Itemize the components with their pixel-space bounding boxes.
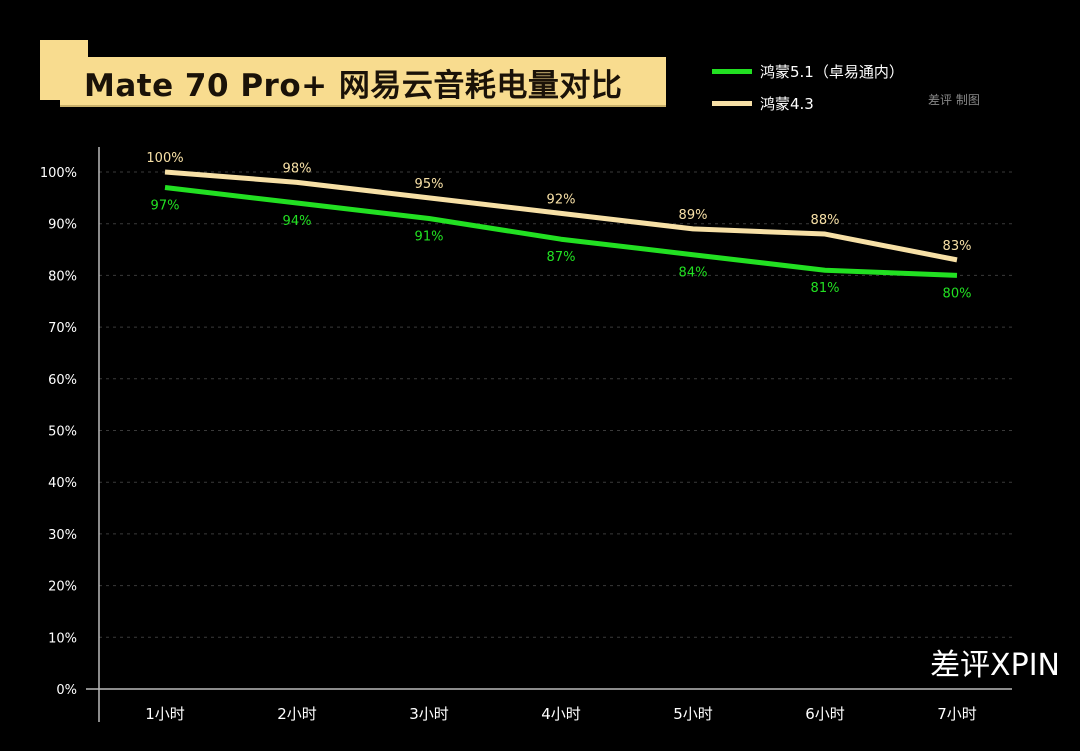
legend-swatch bbox=[712, 100, 752, 106]
y-tick-label: 0% bbox=[56, 683, 77, 698]
data-label: 88% bbox=[811, 213, 840, 228]
data-label: 87% bbox=[547, 250, 576, 265]
legend-label: 鸿蒙4.3 bbox=[760, 94, 814, 113]
y-tick-label: 10% bbox=[48, 631, 77, 646]
x-tick-label: 5小时 bbox=[673, 705, 713, 723]
y-tick-label: 60% bbox=[48, 373, 77, 388]
x-tick-label: 3小时 bbox=[409, 705, 449, 723]
data-label: 83% bbox=[943, 239, 972, 254]
watermark: 差评XPIN bbox=[930, 648, 1060, 683]
credit: 差评 制图 bbox=[928, 93, 980, 107]
legend-item-harmony51: 鸿蒙5.1（卓易通内） bbox=[712, 55, 904, 87]
y-tick-label: 40% bbox=[48, 476, 77, 491]
data-label: 89% bbox=[679, 208, 708, 223]
data-label: 95% bbox=[415, 177, 444, 192]
chart-title: Mate 70 Pro+ 网易云音耗电量对比 bbox=[84, 68, 623, 104]
legend: 鸿蒙5.1（卓易通内） 鸿蒙4.3 bbox=[712, 55, 904, 119]
data-label: 100% bbox=[146, 151, 183, 166]
y-tick-label: 100% bbox=[40, 166, 77, 181]
legend-swatch bbox=[712, 68, 752, 74]
y-tick-label: 30% bbox=[48, 528, 77, 543]
series-line-0 bbox=[164, 185, 958, 278]
y-tick-label: 70% bbox=[48, 321, 77, 336]
y-tick-label: 20% bbox=[48, 580, 77, 595]
data-label: 97% bbox=[151, 199, 180, 214]
x-tick-label: 7小时 bbox=[937, 705, 977, 723]
x-tick-label: 2小时 bbox=[277, 705, 317, 723]
y-tick-label: 50% bbox=[48, 425, 77, 440]
y-tick-label: 80% bbox=[48, 269, 77, 284]
x-tick-label: 1小时 bbox=[145, 705, 185, 723]
data-label: 92% bbox=[547, 192, 576, 207]
data-label: 91% bbox=[415, 230, 444, 245]
x-tick-label: 6小时 bbox=[805, 705, 845, 723]
data-label: 84% bbox=[679, 266, 708, 281]
x-tick-label: 4小时 bbox=[541, 705, 581, 723]
y-tick-label: 90% bbox=[48, 218, 77, 233]
legend-item-harmony43: 鸿蒙4.3 bbox=[712, 87, 904, 119]
data-label: 80% bbox=[943, 286, 972, 301]
data-label: 94% bbox=[283, 214, 312, 229]
legend-label: 鸿蒙5.1（卓易通内） bbox=[760, 62, 904, 81]
data-label: 98% bbox=[283, 161, 312, 176]
title-background bbox=[60, 57, 666, 107]
series-line-1 bbox=[164, 169, 958, 263]
data-label: 81% bbox=[811, 281, 840, 296]
